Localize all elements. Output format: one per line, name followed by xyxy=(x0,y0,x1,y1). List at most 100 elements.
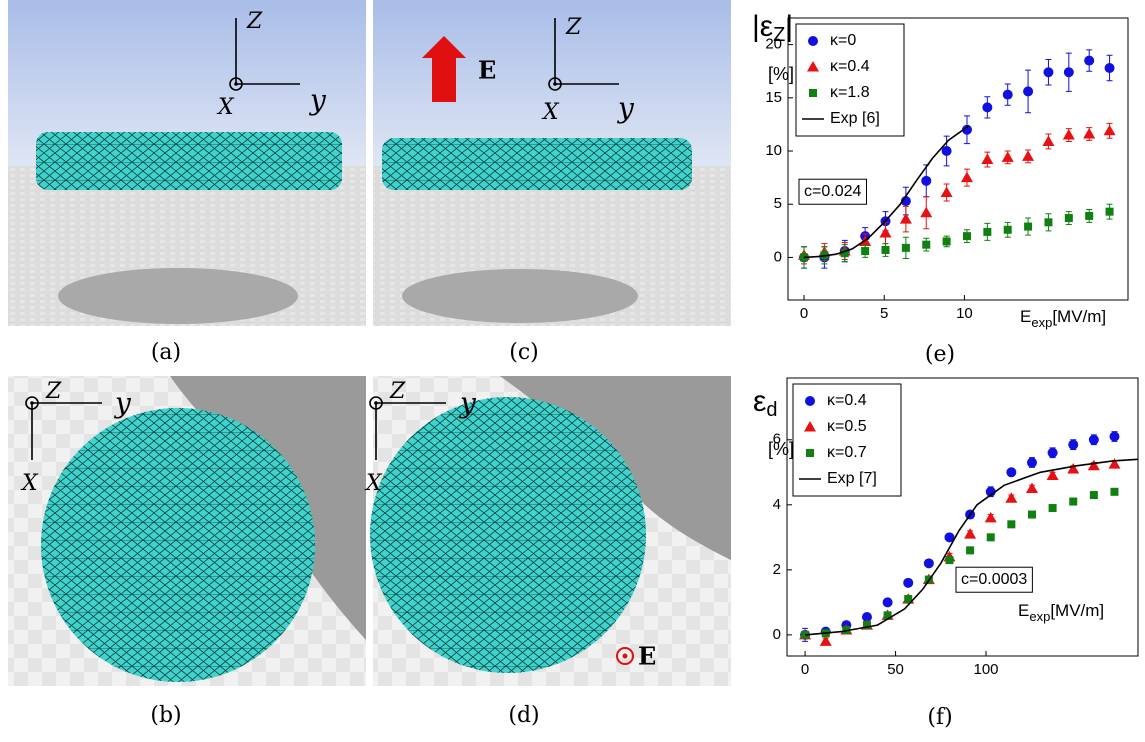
panel-label: (d) xyxy=(508,703,539,728)
x-tick-label: 0 xyxy=(800,305,808,322)
marker xyxy=(1003,225,1012,234)
marker xyxy=(1048,504,1057,513)
render-top-d: Z y X E xyxy=(364,376,731,686)
x-tick-label: 50 xyxy=(887,661,904,678)
marker xyxy=(984,511,997,523)
legend-label: Exp [6] xyxy=(830,110,880,127)
marker xyxy=(922,240,931,249)
axis-label: Z xyxy=(246,9,263,34)
marker xyxy=(1089,491,1098,500)
marker xyxy=(1043,67,1054,78)
marker xyxy=(921,175,932,186)
marker xyxy=(960,171,973,183)
marker xyxy=(861,247,870,256)
marker xyxy=(805,396,815,406)
annotation-box xyxy=(798,178,867,205)
series-line xyxy=(803,124,970,259)
render-top-b: Z y X xyxy=(8,376,366,686)
marker xyxy=(1026,457,1037,468)
marker xyxy=(1062,129,1075,140)
y-axis-sub: Z xyxy=(773,24,785,46)
marker xyxy=(945,556,954,565)
axis-label: X xyxy=(216,95,235,120)
marker xyxy=(1064,214,1073,223)
axis-label: y xyxy=(616,92,635,125)
abs-bar: | xyxy=(785,10,793,43)
x-tick-label: 10 xyxy=(956,305,973,322)
marker xyxy=(882,597,893,608)
field-label: E xyxy=(478,56,496,85)
y-tick-label: 5 xyxy=(774,195,782,212)
axis-label: X xyxy=(20,471,39,496)
axis-label: y xyxy=(458,387,477,420)
y-axis-sub: d xyxy=(766,399,777,421)
x-axis-unit: [MV/m] xyxy=(1050,601,1104,620)
axis-label: y xyxy=(113,387,132,420)
marker xyxy=(1044,218,1053,227)
marker xyxy=(1104,63,1115,74)
marker xyxy=(966,546,975,555)
y-axis-label: |εZ| xyxy=(752,10,793,46)
y-tick-label: 4 xyxy=(773,496,781,513)
x-tick-label: 100 xyxy=(974,661,999,678)
panel-label: (f) xyxy=(927,705,952,730)
x-axis-label: Eexp[MV/m] xyxy=(1018,601,1104,624)
x-axis-label: Eexp[MV/m] xyxy=(1020,307,1106,330)
marker xyxy=(1084,55,1095,66)
marker xyxy=(1103,124,1116,136)
y-tick-label: 20 xyxy=(765,36,782,53)
field-label: E xyxy=(638,642,656,671)
marker xyxy=(809,89,817,97)
x-axis-sub: exp xyxy=(1029,609,1050,624)
marker xyxy=(1087,459,1100,471)
marker xyxy=(1046,469,1059,481)
marker xyxy=(1085,211,1094,220)
axis-label: Z xyxy=(45,379,62,404)
annotation: c=0.024 xyxy=(804,183,861,200)
axis-label: X xyxy=(541,100,560,125)
marker xyxy=(1042,135,1055,146)
y-tick-label: 0 xyxy=(774,248,782,265)
marker xyxy=(964,528,977,539)
marker xyxy=(808,36,818,46)
panel-label: (b) xyxy=(150,703,181,728)
y-tick-label: 6 xyxy=(773,431,781,448)
marker xyxy=(840,249,849,258)
legend-label: κ=0.4 xyxy=(827,392,867,409)
axis-label: Z xyxy=(565,15,582,40)
marker xyxy=(1001,151,1014,162)
legend-label: κ=0.7 xyxy=(827,444,867,461)
x-axis-symbol: E xyxy=(1020,307,1031,326)
marker xyxy=(1063,67,1074,78)
marker xyxy=(806,449,814,457)
marker xyxy=(862,621,871,630)
marker xyxy=(1069,497,1078,506)
x-axis-unit: [MV/m] xyxy=(1052,307,1106,326)
marker xyxy=(1110,487,1119,496)
x-tick-label: 0 xyxy=(801,661,809,678)
marker xyxy=(982,102,993,113)
marker xyxy=(1024,222,1033,231)
y-tick-label: 0 xyxy=(773,626,781,643)
marker xyxy=(861,611,872,622)
x-axis-sub: exp xyxy=(1031,315,1052,330)
marker xyxy=(1067,463,1080,474)
marker xyxy=(941,146,952,157)
marker xyxy=(1068,439,1079,450)
marker xyxy=(883,611,892,620)
marker xyxy=(819,635,832,646)
y-axis-unit: [%] xyxy=(768,64,794,84)
marker xyxy=(986,533,995,542)
marker xyxy=(899,213,912,224)
legend-label: Exp [7] xyxy=(827,470,877,487)
marker xyxy=(1047,447,1058,458)
marker xyxy=(1027,510,1036,519)
marker xyxy=(807,61,819,72)
legend-label: κ=1.8 xyxy=(830,84,870,101)
axis-label: Z xyxy=(389,379,406,404)
y-tick-label: 2 xyxy=(773,561,781,578)
marker xyxy=(962,232,971,241)
marker xyxy=(1025,482,1038,494)
marker xyxy=(944,532,955,543)
